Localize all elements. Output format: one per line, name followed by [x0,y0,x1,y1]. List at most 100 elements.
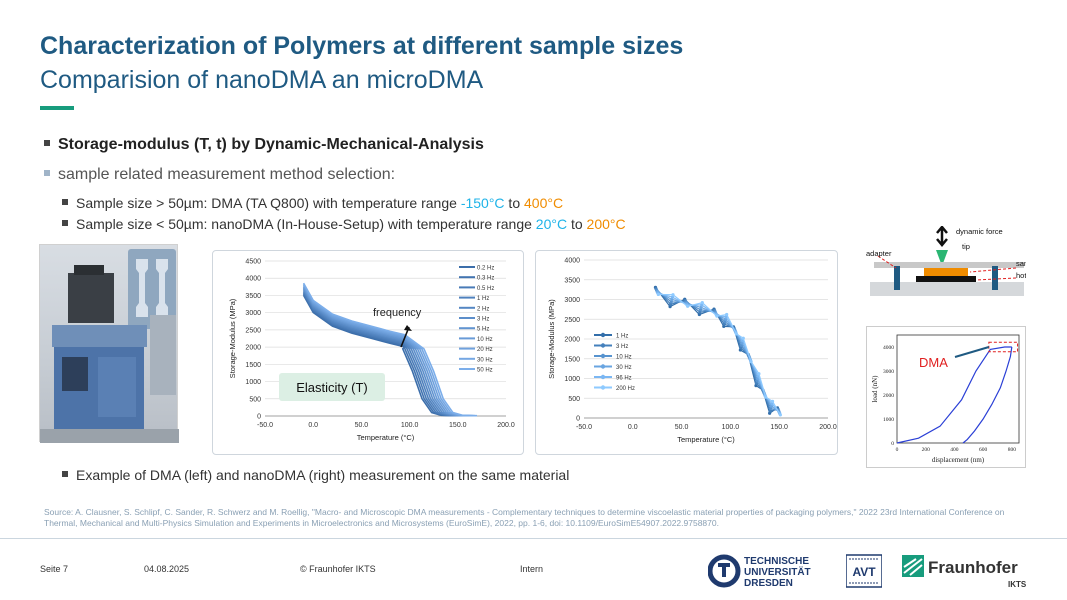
legend-label: 0.5 Hz [477,286,494,292]
y-tick-label: 4000 [564,258,580,265]
legend-label: 3 Hz [616,344,628,350]
y-tick-label: 2000 [245,345,261,352]
x-tick-label: 200 [922,447,931,453]
series-line [302,289,465,417]
nanodma-chart-svg: 0 500 1000 1500 2000 2500 3000 3500 4000 -50.0 0.0… [547,258,837,445]
tud-line1: TECHNISCHE [744,556,809,567]
y-tick-label: 500 [568,396,580,403]
tud-line2: UNIVERSITÄT [744,565,811,578]
y-tick-label: 0 [891,441,894,447]
legend-label: 10 Hz [616,355,632,361]
legend-label: 30 Hz [616,365,632,371]
series-line [658,293,781,416]
bullet-method-selection: sample related measurement method select… [44,166,395,184]
frequency-arrow-head [404,325,412,331]
x-axis-label: displacement (nm) [932,456,985,464]
x-tick-label: -50.0 [257,422,273,429]
x-tick-label: 50.0 [355,422,369,429]
x-tick-label: 150.0 [770,424,788,431]
data-point [656,292,660,297]
dma-chart-svg: 0 500 1000 1500 2000 2500 3000 3500 4000 4500 -50.… [228,259,515,443]
y-tick-label: 4000 [883,345,894,351]
series-line [656,291,780,413]
x-tick-label: 0.0 [628,424,638,431]
bullet-text: sample related measurement method select… [58,166,396,183]
x-tick-label: 50.0 [675,424,689,431]
x-tick-label: 0 [896,447,899,453]
y-tick-label: 1500 [564,356,580,363]
x-tick-label: 100.0 [722,424,740,431]
x-axis-label: Temperature (°C) [677,435,735,444]
x-tick-label: 800 [1008,447,1017,453]
temp-high: 200°C [586,216,626,232]
footer-date: 04.08.2025 [144,564,190,574]
y-axis-label: Storage-Modulus (MPa) [228,298,237,378]
legend-label: 200 Hz [616,386,635,392]
y-tick-label: 3000 [883,369,894,375]
fh-text: Fraunhofer [928,558,1018,577]
bullet-text: Storage-modulus (T, t) by Dynamic-Mechan… [58,136,484,153]
legend-label: 5 Hz [477,327,489,333]
label-sample: sample [1016,259,1026,268]
y-tick-label: 2000 [883,393,894,399]
data-point [715,314,719,318]
bullet-dma-range: Sample size > 50µm: DMA (TA Q800) with t… [62,195,563,211]
y-tick-label: 1000 [883,417,894,423]
legend-label: 30 Hz [477,357,493,363]
series-line [302,282,478,417]
y-tick-label: 2500 [564,317,580,324]
avt-logo: AVT [845,553,883,589]
x-tick-label: 400 [950,447,959,453]
data-point [671,293,675,297]
annotation-frequency: frequency [373,307,422,319]
load-displacement-plot: 0 1000 2000 3000 4000 0 200 400 600 800 displaceme… [866,326,1026,468]
legend-marker [600,332,606,338]
y-tick-label: 0 [257,414,261,421]
y-axis-label: Storage-Modulus (MPa) [547,299,556,379]
legend-label: 20 Hz [477,347,493,353]
x-tick-label: -50.0 [576,424,592,431]
temp-low: 20°C [535,216,568,232]
label-adapter: adapter [866,249,892,258]
title-accent-bar [40,106,74,110]
data-point [734,332,739,336]
fh-sub: IKTS [1008,580,1027,589]
y-axis-label: load (nN) [871,375,879,403]
y-tick-label: 3500 [564,277,580,284]
legend-label: 3 Hz [477,317,489,323]
bullet-square-icon [44,169,50,176]
y-tick-label: 4000 [245,276,261,283]
label-dynamic-force: dynamic force [956,227,1003,236]
nanodma-setup-diagram: dynamic force tip adapter sample hot pla… [866,225,1045,302]
dma-chart: 0 500 1000 1500 2000 2500 3000 3500 4000 4500 -50.… [212,250,524,455]
series-line [654,286,778,415]
dma-machine-photo [39,244,179,443]
legend-label: 0.3 Hz [477,276,494,282]
dma-pointer [954,346,990,358]
legend-label: 2 Hz [477,306,489,312]
loading-curve [896,346,1012,444]
x-axis-label: Temperature (°C) [357,433,415,442]
data-point [749,359,753,364]
x-tick-label: 0.0 [308,422,318,429]
data-point [770,399,775,404]
legend-label: 1 Hz [477,296,489,302]
legend-marker [600,364,606,369]
y-tick-label: 0 [576,416,580,423]
legend-label: 96 Hz [616,376,632,382]
data-point [700,301,704,305]
data-point [741,336,745,340]
data-point [725,312,729,317]
y-tick-label: 3500 [245,293,261,300]
bullet-text: Example of DMA (left) and nanoDMA (right… [76,467,570,483]
legend-label: 0.2 Hz [477,266,494,272]
x-tick-label: 600 [979,447,988,453]
x-tick-label: 100.0 [401,422,419,429]
legend-marker [600,374,606,380]
elasticity-box [279,373,385,401]
x-tick-label: 200.0 [497,422,515,429]
footer-page: Seite 7 [40,564,69,574]
nanodma-chart: 0 500 1000 1500 2000 2500 3000 3500 4000 -50.0 0.0… [535,250,838,455]
legend-marker [600,353,606,359]
tud-line3: DRESDEN [744,578,793,589]
